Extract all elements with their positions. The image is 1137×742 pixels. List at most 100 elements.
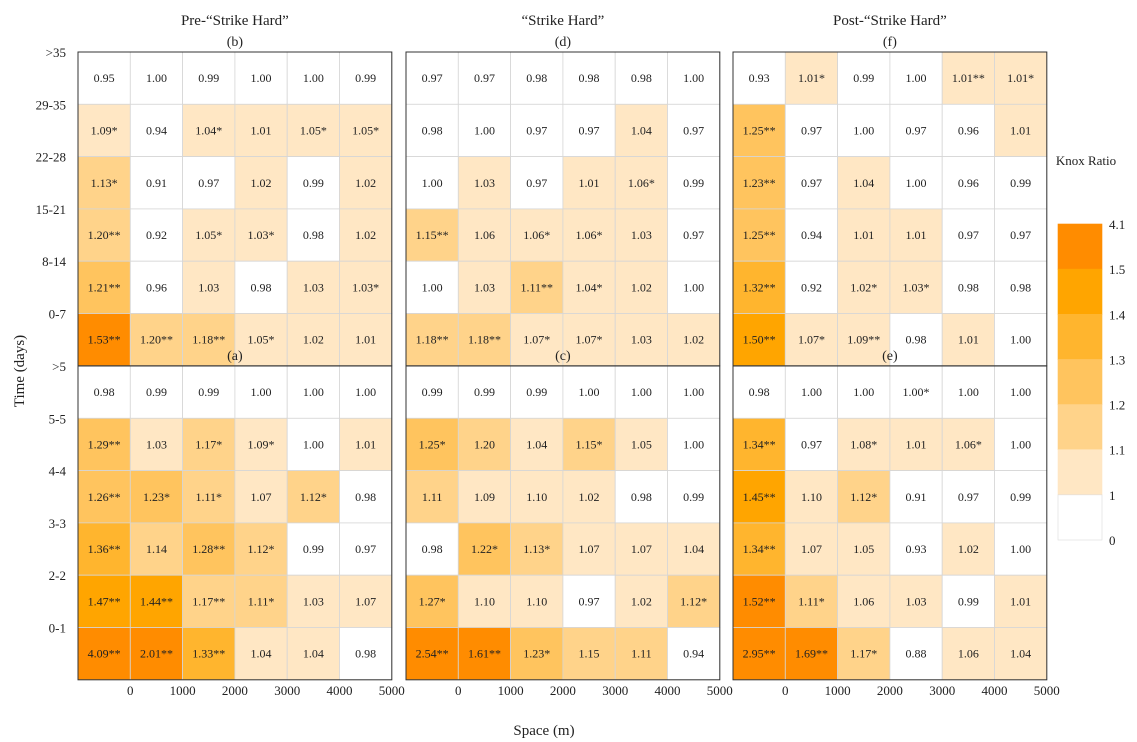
heatmap-cell (562, 365, 616, 419)
cell-value-label: 2.01** (140, 647, 173, 661)
cell-value-label: 1.00 (683, 385, 704, 399)
heatmap-cell (182, 470, 236, 524)
panel-label: (c) (555, 349, 571, 364)
cell-value-label: 0.91 (146, 176, 167, 190)
heatmap-cell (614, 51, 668, 105)
cell-value-label: 1.01 (355, 333, 376, 347)
cell-value-label: 0.95 (94, 71, 115, 85)
cell-value-label: 1.00 (303, 385, 324, 399)
cell-value-label: 1.53** (88, 333, 121, 347)
cell-value-label: 1.12* (248, 542, 275, 556)
heatmap-cell (129, 365, 184, 419)
x-axis-title: Space (m) (513, 723, 574, 739)
heatmap-cell (614, 627, 668, 681)
heatmap-cell (994, 470, 1048, 524)
cell-value-label: 1.27* (419, 594, 446, 608)
y-tick-label: 0-7 (49, 307, 67, 322)
x-tick-label: 2000 (222, 683, 248, 698)
heatmap-cell (994, 313, 1048, 367)
cell-value-label: 0.99 (422, 385, 443, 399)
heatmap-cell (405, 208, 459, 262)
heatmap-cell (457, 156, 511, 210)
cell-value-label: 1.34** (743, 437, 776, 451)
heatmap-cell (941, 470, 995, 524)
heatmap-cell (889, 470, 943, 524)
heatmap-cell (405, 417, 459, 471)
cell-value-label: 1.00* (903, 385, 930, 399)
heatmap-panel: 0.95 1.00 0.99 1.00 1.00 0.99 1.09* 0.94 1.04* 1.… (77, 51, 393, 367)
cell-value-label: 2.54** (416, 647, 449, 661)
y-tick-label: 15-21 (36, 202, 66, 217)
legend-tick-label: 1.5 (1109, 262, 1125, 277)
legend-title: Knox Ratio (1056, 153, 1116, 168)
cell-value-label: 1.18** (416, 333, 449, 347)
x-tick-label: 4000 (982, 683, 1008, 698)
heatmap-cell (837, 522, 891, 576)
cell-value-label: 1.05* (300, 123, 327, 137)
heatmap-cell (234, 260, 288, 314)
heatmap-cell (510, 156, 564, 210)
heatmap-cell (182, 260, 236, 314)
heatmap-cell (234, 574, 288, 628)
legend-tick-label: 1.3 (1109, 352, 1125, 367)
heatmap-cell (510, 365, 564, 419)
heatmap-cell (941, 417, 995, 471)
heatmap-cell (667, 156, 721, 210)
cell-value-label: 1.06* (523, 228, 550, 242)
heatmap-cell (889, 522, 943, 576)
cell-value-label: 1.50** (743, 333, 776, 347)
cell-value-label: 1.01 (1010, 123, 1031, 137)
cell-value-label: 1.03 (303, 280, 324, 294)
cell-value-label: 0.99 (303, 176, 324, 190)
cell-value-label: 1.00 (683, 280, 704, 294)
heatmap-cell (457, 103, 511, 158)
heatmap-cell (941, 156, 995, 210)
cell-value-label: 0.97 (801, 123, 822, 137)
cell-value-label: 1.15* (576, 437, 603, 451)
cell-value-label: 0.99 (198, 385, 219, 399)
heatmap-cell (286, 470, 340, 524)
cell-value-label: 1.25** (743, 123, 776, 137)
cell-value-label: 1.09** (847, 333, 880, 347)
heatmap-cell (405, 260, 459, 314)
x-tick-label: 0 (782, 683, 789, 698)
cell-value-label: 0.98 (303, 228, 324, 242)
cell-value-label: 1.07 (251, 490, 272, 504)
heatmap-cell (77, 260, 131, 314)
cell-value-label: 1.25** (743, 228, 776, 242)
cell-value-label: 0.94 (146, 123, 167, 137)
heatmap-cell (667, 208, 721, 262)
cell-value-label: 1.01* (1007, 71, 1034, 85)
legend-swatch (1057, 449, 1103, 496)
cell-value-label: 0.99 (146, 385, 167, 399)
x-tick-label: 4000 (327, 683, 353, 698)
heatmap-cell (129, 208, 184, 262)
cell-value-label: 1.02 (355, 228, 376, 242)
cell-value-label: 0.93 (749, 71, 770, 85)
heatmap-cell (510, 470, 564, 524)
cell-value-label: 0.97 (801, 437, 822, 451)
heatmap-cell (784, 470, 838, 524)
heatmap-cell (510, 574, 564, 628)
heatmap-cell (941, 313, 995, 367)
x-tick-label: 0 (455, 683, 462, 698)
cell-value-label: 1.02 (958, 542, 979, 556)
cell-value-label: 0.97 (683, 228, 704, 242)
heatmap-cell (994, 522, 1048, 576)
x-tick-label: 0 (127, 683, 134, 698)
heatmap-cell (614, 470, 668, 524)
heatmap-cell (77, 522, 131, 576)
cell-value-label: 1.18** (192, 333, 225, 347)
heatmap-cell (941, 574, 995, 628)
cell-value-label: 0.99 (958, 594, 979, 608)
heatmap-cell (837, 313, 891, 367)
legend-tick-label: 0 (1109, 533, 1116, 548)
cell-value-label: 1.00 (853, 385, 874, 399)
cell-value-label: 0.92 (801, 280, 822, 294)
y-tick-label: 0-1 (49, 621, 66, 636)
cell-value-label: 1.00 (579, 385, 600, 399)
cell-value-label: 1.07* (798, 333, 825, 347)
x-tick-label: 2000 (877, 683, 903, 698)
cell-value-label: 1.10 (526, 490, 547, 504)
y-tick-label: 3-3 (49, 516, 66, 531)
